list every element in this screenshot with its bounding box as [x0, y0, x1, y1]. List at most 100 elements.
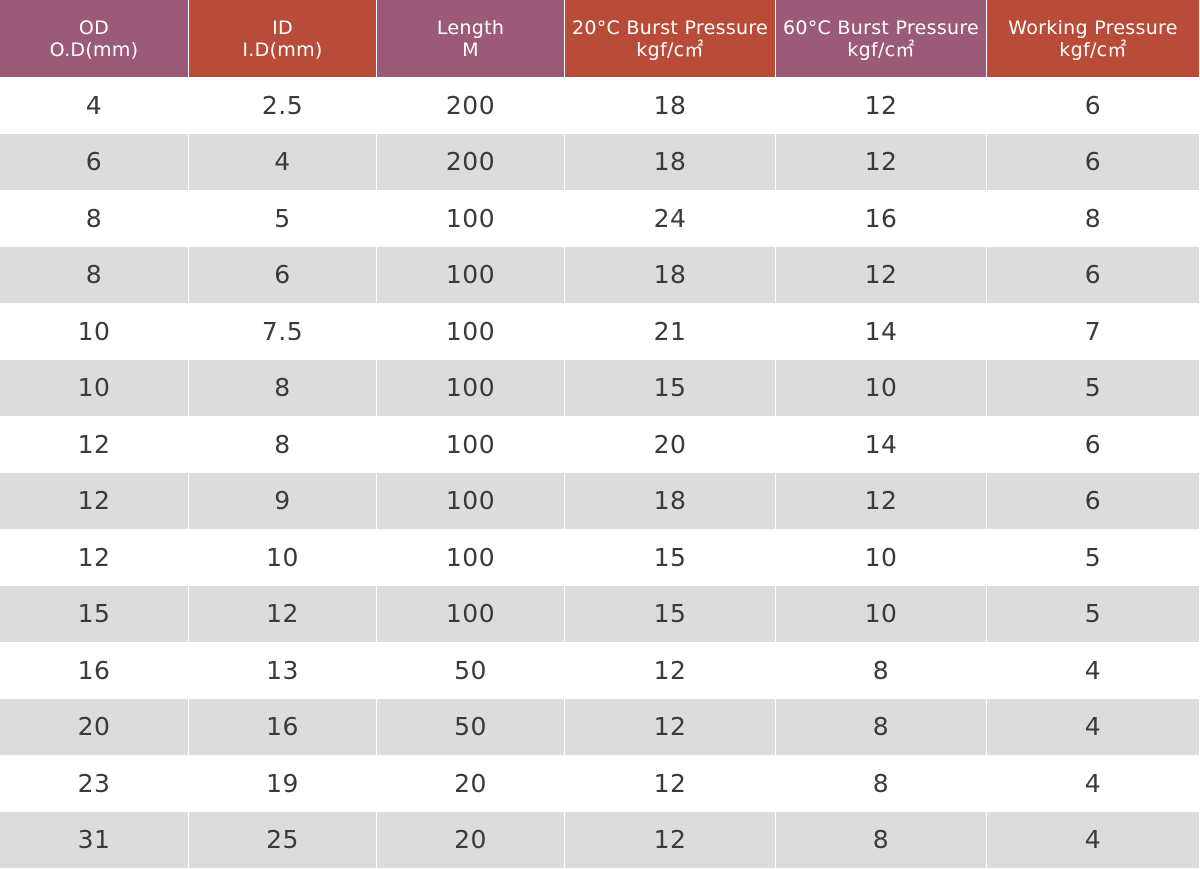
header-burst-20c: 20°C Burst Pressure kgf/c㎡ — [565, 0, 776, 77]
header-working-pressure-unit: kgf/c㎡ — [1059, 38, 1127, 61]
table-cell-working-pressure: 6 — [987, 246, 1200, 303]
table-cell-working-pressure: 8 — [987, 190, 1200, 247]
table-cell-burst-60c: 14 — [776, 303, 987, 360]
table-cell-id: 8 — [189, 416, 377, 473]
table-cell-working-pressure: 6 — [987, 472, 1200, 529]
table-cell-working-pressure: 6 — [987, 77, 1200, 134]
table-cell-burst-20c: 18 — [565, 246, 776, 303]
table-cell-working-pressure: 5 — [987, 529, 1200, 586]
table-cell-id: 16 — [189, 698, 377, 755]
header-burst-60c: 60°C Burst Pressure kgf/c㎡ — [776, 0, 987, 77]
header-length: Length M — [377, 0, 565, 77]
table-cell-burst-20c: 21 — [565, 303, 776, 360]
header-od-title: OD — [78, 16, 110, 39]
table-cell-burst-20c: 12 — [565, 811, 776, 868]
table-cell-od: 10 — [0, 303, 189, 360]
table-cell-burst-20c: 24 — [565, 190, 776, 247]
table-cell-length: 20 — [377, 755, 565, 812]
table-cell-id: 2.5 — [189, 77, 377, 134]
table-cell-length: 100 — [377, 472, 565, 529]
table-cell-length: 50 — [377, 698, 565, 755]
table-cell-burst-60c: 8 — [776, 755, 987, 812]
table-cell-burst-60c: 10 — [776, 529, 987, 586]
table-cell-burst-20c: 12 — [565, 755, 776, 812]
table-cell-id: 25 — [189, 811, 377, 868]
header-length-unit: M — [462, 38, 479, 61]
table-cell-length: 100 — [377, 190, 565, 247]
table-cell-working-pressure: 4 — [987, 755, 1200, 812]
table-cell-burst-20c: 18 — [565, 472, 776, 529]
table-cell-id: 5 — [189, 190, 377, 247]
table-cell-burst-60c: 8 — [776, 698, 987, 755]
header-working-pressure-title: Working Pressure — [1008, 16, 1178, 39]
header-burst-20c-unit: kgf/c㎡ — [636, 38, 704, 61]
table-cell-working-pressure: 7 — [987, 303, 1200, 360]
table-cell-burst-60c: 12 — [776, 246, 987, 303]
table-cell-burst-60c: 8 — [776, 642, 987, 699]
table-cell-burst-60c: 12 — [776, 472, 987, 529]
table-cell-length: 100 — [377, 359, 565, 416]
table-cell-length: 200 — [377, 77, 565, 134]
table-cell-od: 8 — [0, 246, 189, 303]
table-cell-id: 6 — [189, 246, 377, 303]
table-cell-od: 31 — [0, 811, 189, 868]
table-cell-id: 4 — [189, 133, 377, 190]
table-cell-id: 13 — [189, 642, 377, 699]
table-cell-burst-60c: 10 — [776, 359, 987, 416]
table-cell-id: 9 — [189, 472, 377, 529]
table-cell-burst-60c: 16 — [776, 190, 987, 247]
header-burst-20c-title: 20°C Burst Pressure — [571, 16, 769, 39]
table-cell-length: 200 — [377, 133, 565, 190]
table-cell-id: 10 — [189, 529, 377, 586]
table-cell-burst-20c: 18 — [565, 133, 776, 190]
table-cell-burst-20c: 20 — [565, 416, 776, 473]
header-working-pressure: Working Pressure kgf/c㎡ — [987, 0, 1200, 77]
table-cell-burst-60c: 14 — [776, 416, 987, 473]
table-cell-length: 100 — [377, 246, 565, 303]
header-burst-60c-unit: kgf/c㎡ — [847, 38, 915, 61]
table-cell-working-pressure: 4 — [987, 698, 1200, 755]
table-cell-burst-60c: 10 — [776, 585, 987, 642]
table-cell-working-pressure: 6 — [987, 416, 1200, 473]
header-burst-60c-title: 60°C Burst Pressure — [782, 16, 980, 39]
table-cell-od: 23 — [0, 755, 189, 812]
table-cell-burst-20c: 12 — [565, 642, 776, 699]
table-cell-od: 8 — [0, 190, 189, 247]
table-cell-length: 100 — [377, 585, 565, 642]
header-id-unit: I.D(mm) — [242, 38, 323, 61]
table-cell-id: 12 — [189, 585, 377, 642]
table-cell-burst-60c: 8 — [776, 811, 987, 868]
table-cell-working-pressure: 4 — [987, 811, 1200, 868]
table-cell-burst-60c: 12 — [776, 133, 987, 190]
table-cell-od: 6 — [0, 133, 189, 190]
table-cell-length: 20 — [377, 811, 565, 868]
table-cell-working-pressure: 4 — [987, 642, 1200, 699]
table-cell-burst-20c: 15 — [565, 529, 776, 586]
header-id: ID I.D(mm) — [189, 0, 377, 77]
header-od-unit: O.D(mm) — [49, 38, 139, 61]
table-cell-od: 15 — [0, 585, 189, 642]
table-cell-length: 50 — [377, 642, 565, 699]
table-cell-length: 100 — [377, 416, 565, 473]
header-length-title: Length — [436, 16, 505, 39]
table-cell-working-pressure: 5 — [987, 585, 1200, 642]
table-cell-od: 12 — [0, 416, 189, 473]
table-cell-burst-20c: 15 — [565, 585, 776, 642]
table-cell-od: 4 — [0, 77, 189, 134]
table-cell-od: 12 — [0, 472, 189, 529]
table-cell-length: 100 — [377, 303, 565, 360]
table-cell-burst-20c: 12 — [565, 698, 776, 755]
table-cell-od: 12 — [0, 529, 189, 586]
header-id-title: ID — [272, 16, 293, 39]
header-od: OD O.D(mm) — [0, 0, 189, 77]
table-cell-od: 10 — [0, 359, 189, 416]
table-cell-od: 20 — [0, 698, 189, 755]
table-cell-burst-60c: 12 — [776, 77, 987, 134]
table-cell-length: 100 — [377, 529, 565, 586]
table-cell-burst-20c: 15 — [565, 359, 776, 416]
table-cell-burst-20c: 18 — [565, 77, 776, 134]
table-cell-working-pressure: 5 — [987, 359, 1200, 416]
table-cell-working-pressure: 6 — [987, 133, 1200, 190]
table-cell-id: 19 — [189, 755, 377, 812]
